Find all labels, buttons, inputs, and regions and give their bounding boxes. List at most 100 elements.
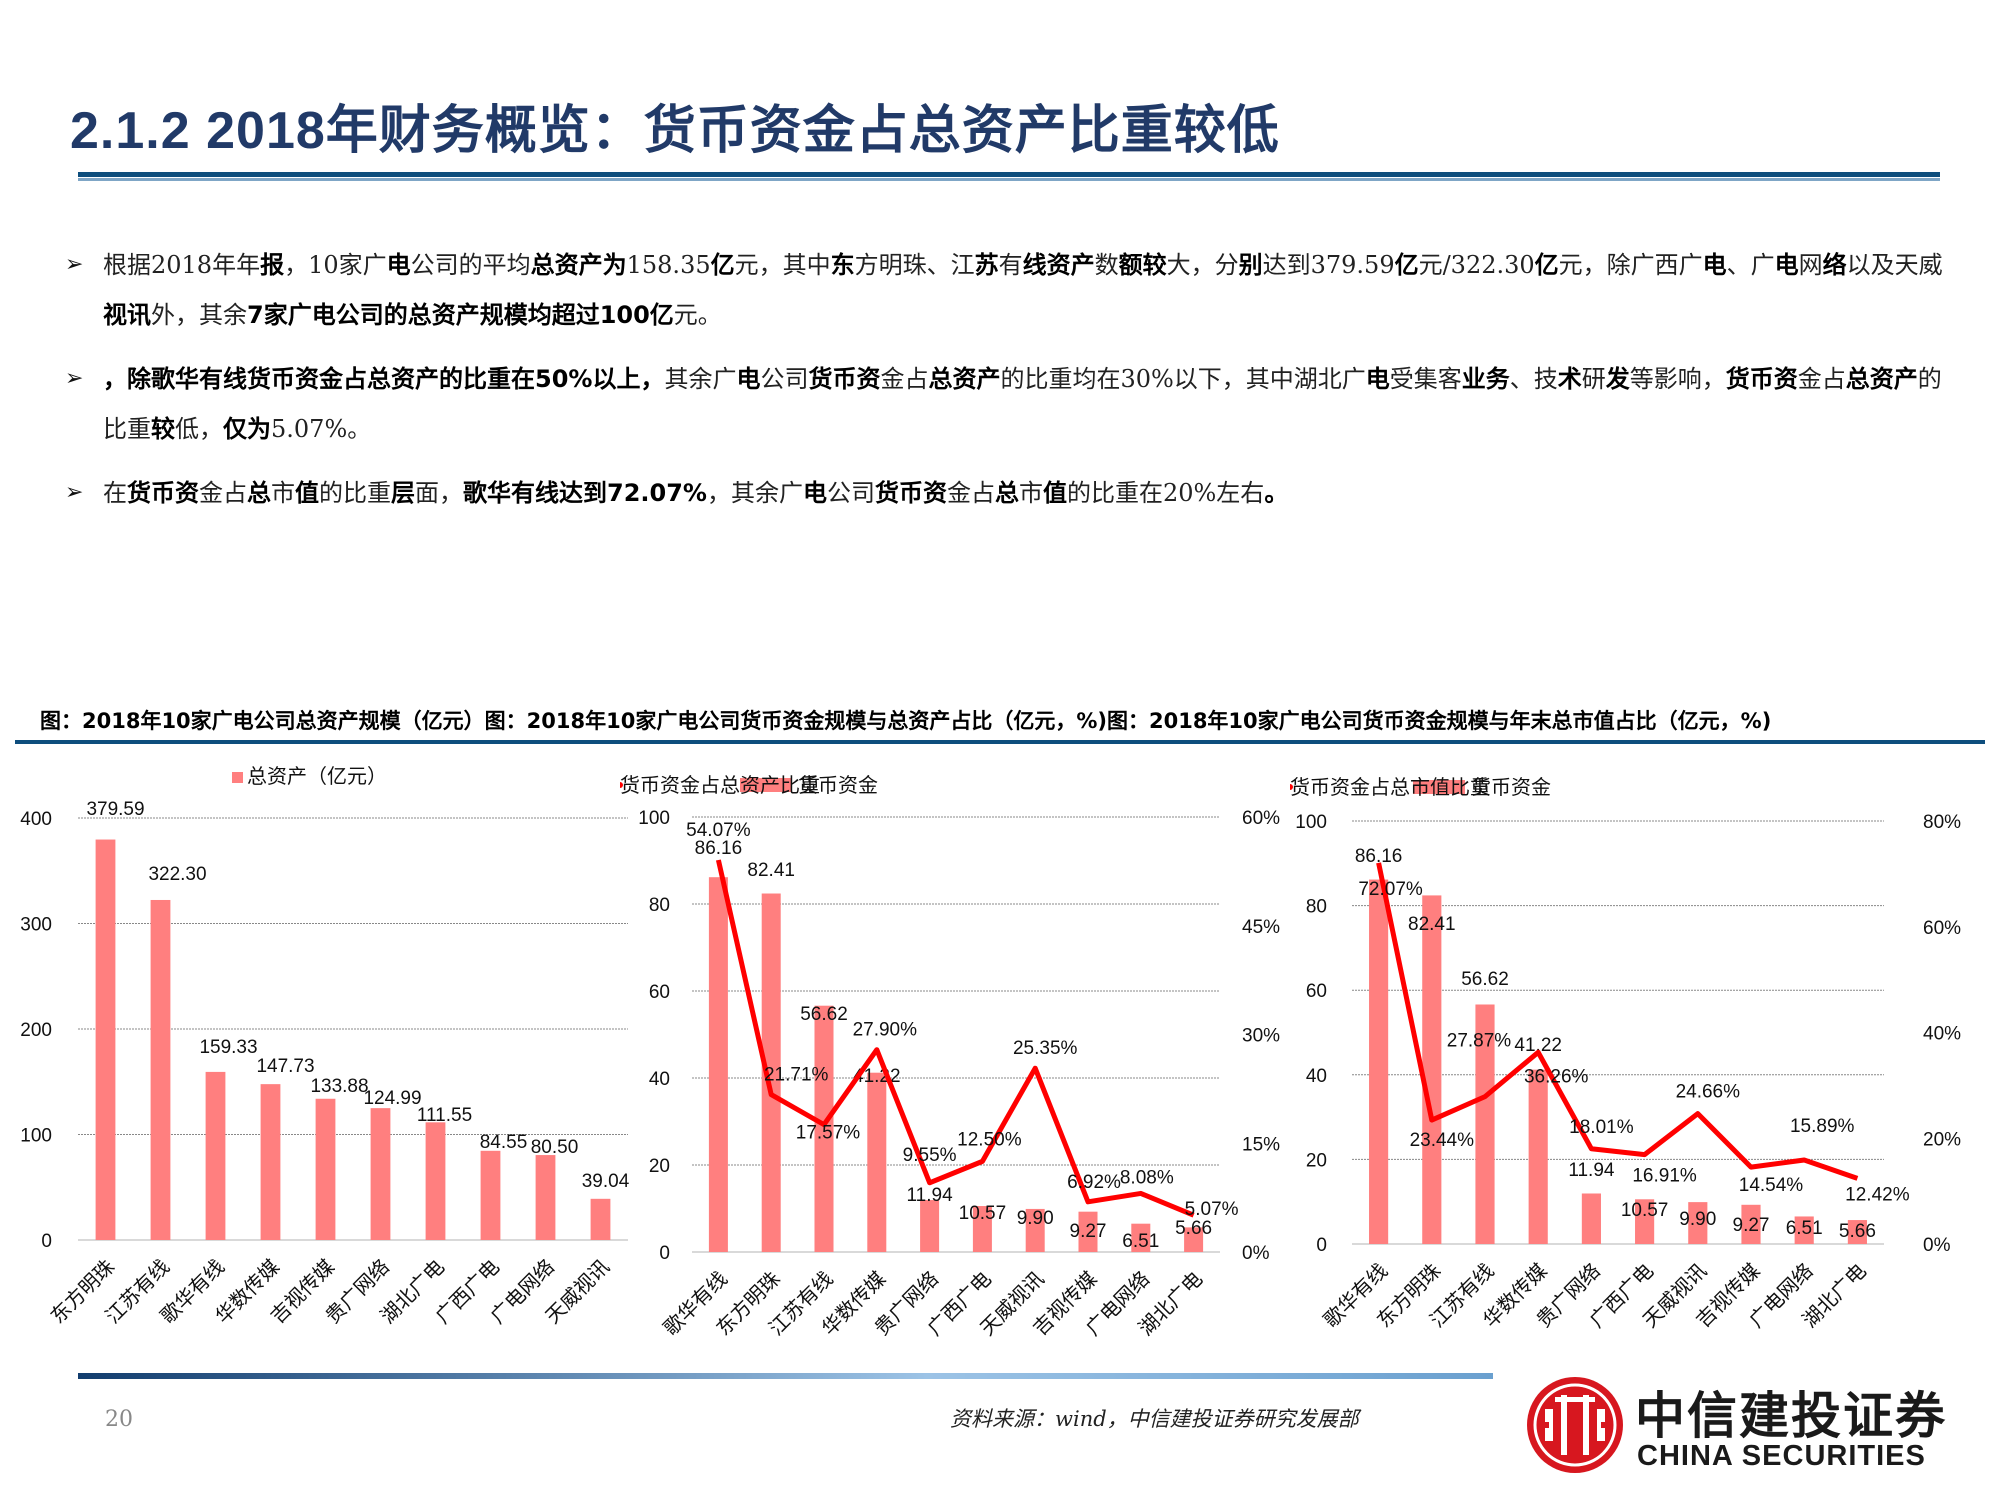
bar-value-label: 133.88 [310, 1076, 368, 1097]
bullet-segment: 层 [391, 479, 415, 507]
bar [1422, 895, 1442, 1244]
bullet-item: ➢ 在货币资金占总市值的比重层面，歌华有线达到72.07%，其余广电公司货币资金… [65, 468, 1965, 518]
title-divider-light [78, 178, 1940, 181]
bar-value-label: 56.62 [1461, 969, 1509, 990]
y-tick-label: 60 [649, 982, 670, 1003]
y-tick-label: 0 [1316, 1235, 1327, 1256]
bar [867, 1072, 887, 1252]
y2-tick-label: 30% [1242, 1026, 1280, 1047]
bar-value-label: 5.66 [1839, 1221, 1876, 1242]
y-tick-label: 80 [649, 895, 670, 916]
bullet-segment: 公司的平均 [410, 251, 531, 279]
bullet-segment: 货币资 [874, 479, 947, 507]
bullet-text: ，除歌华有线货币资金占总资产的比重在50%以上，其余广电公司货币资金占总资产的比… [103, 365, 1942, 443]
line-value-label: 15.89% [1790, 1116, 1855, 1137]
bullet-segment: 面， [415, 479, 463, 507]
bullet-segment: 总资产 [928, 365, 1001, 393]
chart-cash-vs-market-cap: 0 20 40 60 80 100 0% 20% 40% 60% 80% 86.16 82.41 56.6… [1290, 755, 2000, 1355]
y-tick-label: 100 [20, 1126, 52, 1147]
bar [1581, 1193, 1601, 1244]
bullet-segment: 市 [271, 479, 295, 507]
bullet-segment: 货币资 [808, 365, 881, 393]
logo-text-en: CHINA SECURITIES [1637, 1440, 1926, 1472]
y-tick-label: 100 [1295, 812, 1327, 833]
bar-value-label: 41.22 [1514, 1035, 1562, 1056]
bullet-segment: 金占 [880, 365, 929, 393]
bullet-segment: 值 [295, 479, 319, 507]
bullet-text: 根据2018年年报，10家广电公司的平均总资产为158.35亿元，其中东方明珠、… [103, 251, 1943, 329]
line-value-label: 17.57% [796, 1123, 861, 1144]
bullet-segment: 根据2018年年 [103, 251, 261, 279]
bullet-segment: 公司 [760, 365, 809, 393]
bar [95, 839, 116, 1240]
bullet-segment: 电 [1702, 251, 1727, 279]
bar-value-label: 6.51 [1122, 1231, 1159, 1252]
bar [1688, 1202, 1708, 1244]
bar [1025, 1208, 1045, 1252]
bar [1847, 1220, 1867, 1244]
bullet-segment: 的比重 [103, 365, 1942, 443]
line-value-label: 25.35% [1013, 1038, 1078, 1059]
bullet-segment: 7家广电公司的总资产规模均超过100亿 [247, 301, 674, 329]
bullet-segment: 术 [1557, 365, 1582, 393]
bar [480, 1150, 501, 1240]
bullet-segment: 歌华有线达到72.07% [463, 479, 707, 507]
line-value-label: 54.07% [686, 820, 751, 841]
bullet-segment: 元。 [673, 301, 722, 329]
bullet-segment: 亿 [710, 251, 735, 279]
bullet-segment: 元，其中 [734, 251, 831, 279]
legend-label: 货币资金占总市值比重 [1290, 776, 1490, 799]
line-value-label: 5.07% [1185, 1199, 1239, 1220]
bullet-segment: 大，分 [1166, 251, 1239, 279]
bar-value-label: 6.51 [1786, 1218, 1823, 1239]
y-tick-label: 40 [649, 1069, 670, 1090]
line-value-label: 36.26% [1524, 1066, 1589, 1087]
line-value-label: 18.01% [1569, 1117, 1634, 1138]
bullet-segment: 报 [260, 251, 285, 279]
bullet-segment: 电 [386, 251, 411, 279]
bar [761, 893, 781, 1252]
bullet-segment: 亿 [1394, 251, 1419, 279]
line-series [715, 859, 1195, 1218]
bar-value-label: 159.33 [199, 1037, 257, 1058]
bullet-segment: 元/322.30 [1418, 251, 1535, 279]
chart-caption-cash-vs-assets: 图：2018年10家广电公司货币资金规模与总资产占比（亿元，%) [484, 709, 1107, 733]
line-value-label: 24.66% [1676, 1082, 1741, 1103]
bullet-segment: 、广 [1726, 251, 1775, 279]
line-value-label: 23.44% [1410, 1130, 1475, 1151]
bar-value-label: 11.94 [1568, 1160, 1615, 1181]
y2-tick-label: 80% [1923, 812, 1961, 833]
bar-value-label: 124.99 [363, 1088, 421, 1109]
bar-value-label: 11.94 [907, 1185, 954, 1206]
bullet-segment: ，除歌华有线货币资金占总资产的比重在50%以上， [103, 365, 665, 393]
footer-divider [78, 1373, 1493, 1379]
bar [370, 1108, 391, 1240]
bullet-segment: 视讯 [103, 301, 151, 329]
y2-tick-label: 45% [1242, 917, 1280, 938]
bar [150, 899, 171, 1240]
y-tick-label: 400 [20, 809, 52, 830]
bullet-text: 在货币资金占总市值的比重层面，歌华有线达到72.07%，其余广电公司货币资金占总… [103, 479, 1288, 507]
y2-tick-label: 0% [1923, 1235, 1951, 1256]
bar [1794, 1216, 1814, 1244]
y-tick-label: 60 [1306, 981, 1327, 1002]
bullet-segment: 其余广 [664, 365, 737, 393]
bullet-segment: 在 [103, 479, 127, 507]
bullet-segment: 亿 [1534, 251, 1559, 279]
bullet-segment: 电 [802, 479, 827, 507]
bar-value-label: 9.90 [1679, 1209, 1716, 1230]
caption-divider [15, 740, 1985, 744]
title-divider [78, 172, 1940, 177]
bullet-segment: 业务 [1461, 365, 1510, 393]
bar-value-label: 9.27 [1733, 1215, 1770, 1236]
y-tick-label: 200 [20, 1020, 52, 1041]
bar-value-label: 379.59 [86, 799, 144, 820]
bullet-segment: 外，其余 [151, 301, 247, 329]
bar [1184, 1227, 1204, 1252]
bullet-segment: ，其余广 [706, 479, 803, 507]
bar-value-label: 84.55 [480, 1132, 528, 1153]
bar [708, 877, 728, 1252]
bar-value-label: 9.27 [1070, 1221, 1107, 1242]
bar-value-label: 5.66 [1175, 1218, 1212, 1239]
bullet-segment: 元，除广西广 [1558, 251, 1703, 279]
